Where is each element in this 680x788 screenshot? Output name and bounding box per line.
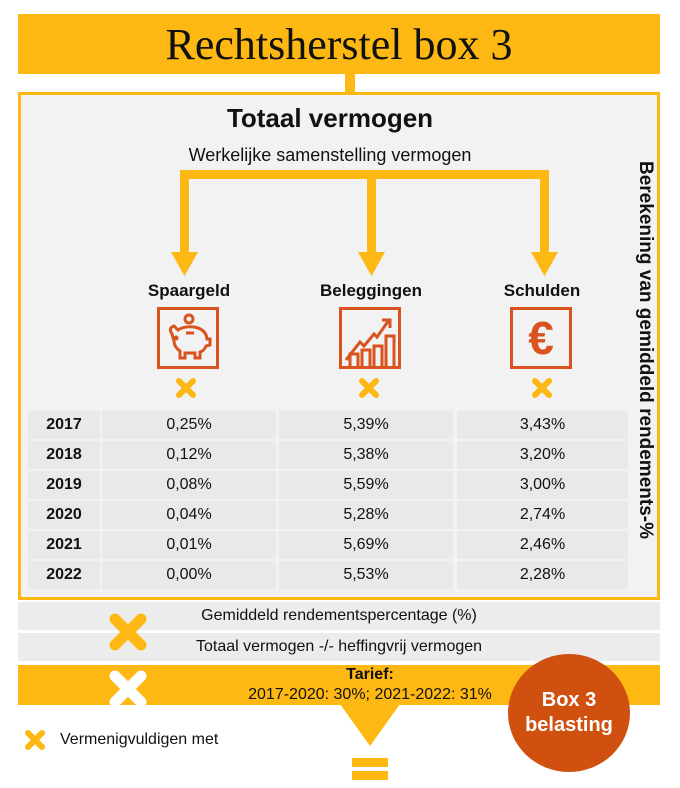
- main-heading: Totaal vermogen: [226, 103, 434, 133]
- table-value-cell: 5,38%: [279, 441, 453, 469]
- main-subheading: Werkelijke samenstelling vermogen: [188, 145, 472, 165]
- table-value-cell: 2,28%: [457, 561, 628, 589]
- table-value-cell: 5,53%: [279, 561, 453, 589]
- legend-label: Vermenigvuldigen met: [60, 731, 219, 748]
- table-year-cell: 2018: [28, 441, 100, 469]
- title-bar: Rechtsherstel box 3: [18, 14, 660, 74]
- column-label-beleggingen: Beleggingen: [319, 281, 422, 300]
- table-value-cell: 0,04%: [102, 501, 276, 529]
- table-year-cell: 2017: [28, 411, 100, 439]
- side-label-text: Berekening van gemiddeld rendements-%: [635, 161, 656, 539]
- table-value-cell: 5,39%: [279, 411, 453, 439]
- result-pointer: [340, 704, 400, 780]
- table-year-cell: 2020: [28, 501, 100, 529]
- multiply-icon: [25, 730, 45, 750]
- multiply-icon: [109, 670, 147, 708]
- badge-line1: Box 3: [541, 689, 597, 711]
- tarief-value: 2017-2020: 30%; 2021-2022: 31%: [248, 686, 492, 703]
- table-year-cell: 2022: [28, 561, 100, 589]
- multiply-icon: [176, 378, 196, 398]
- multiply-icon: [109, 613, 147, 651]
- table-value-cell: 5,69%: [279, 531, 453, 559]
- page-title: Rechtsherstel box 3: [165, 19, 513, 69]
- side-label: Berekening van gemiddeld rendements-%: [630, 130, 660, 570]
- table-value-cell: 0,08%: [102, 471, 276, 499]
- table-value-cell: 0,00%: [102, 561, 276, 589]
- table-value-cell: 0,12%: [102, 441, 276, 469]
- table-value-cell: 3,00%: [457, 471, 628, 499]
- flow-arrows: [171, 170, 558, 276]
- table-value-cell: 2,46%: [457, 531, 628, 559]
- table-year-cell: 2019: [28, 471, 100, 499]
- column-label-schulden: Schulden: [503, 281, 581, 300]
- calc-row-rendement-text: Gemiddeld rendementspercentage (%): [201, 607, 477, 624]
- table-value-cell: 3,43%: [457, 411, 628, 439]
- table-value-cell: 0,01%: [102, 531, 276, 559]
- euro-icon: €: [510, 307, 572, 369]
- table-value-cell: 5,28%: [279, 501, 453, 529]
- connector: [345, 74, 355, 94]
- calc-row-vermogen-text: Totaal vermogen -/- heffingvrij vermogen: [195, 638, 483, 655]
- badge-line2: belasting: [525, 714, 613, 736]
- tarief-label: Tarief:: [346, 666, 394, 683]
- piggy-bank-icon: [157, 307, 219, 369]
- table-year-cell: 2021: [28, 531, 100, 559]
- table-value-cell: 3,20%: [457, 441, 628, 469]
- multiply-icon: [359, 378, 379, 398]
- column-label-spaargeld: Spaargeld: [147, 281, 231, 300]
- table-value-cell: 0,25%: [102, 411, 276, 439]
- box3-belasting-badge: Box 3 belasting: [508, 654, 630, 772]
- table-value-cell: 2,74%: [457, 501, 628, 529]
- multiply-icon: [532, 378, 552, 398]
- table-value-cell: 5,59%: [279, 471, 453, 499]
- growth-chart-icon: [339, 307, 401, 369]
